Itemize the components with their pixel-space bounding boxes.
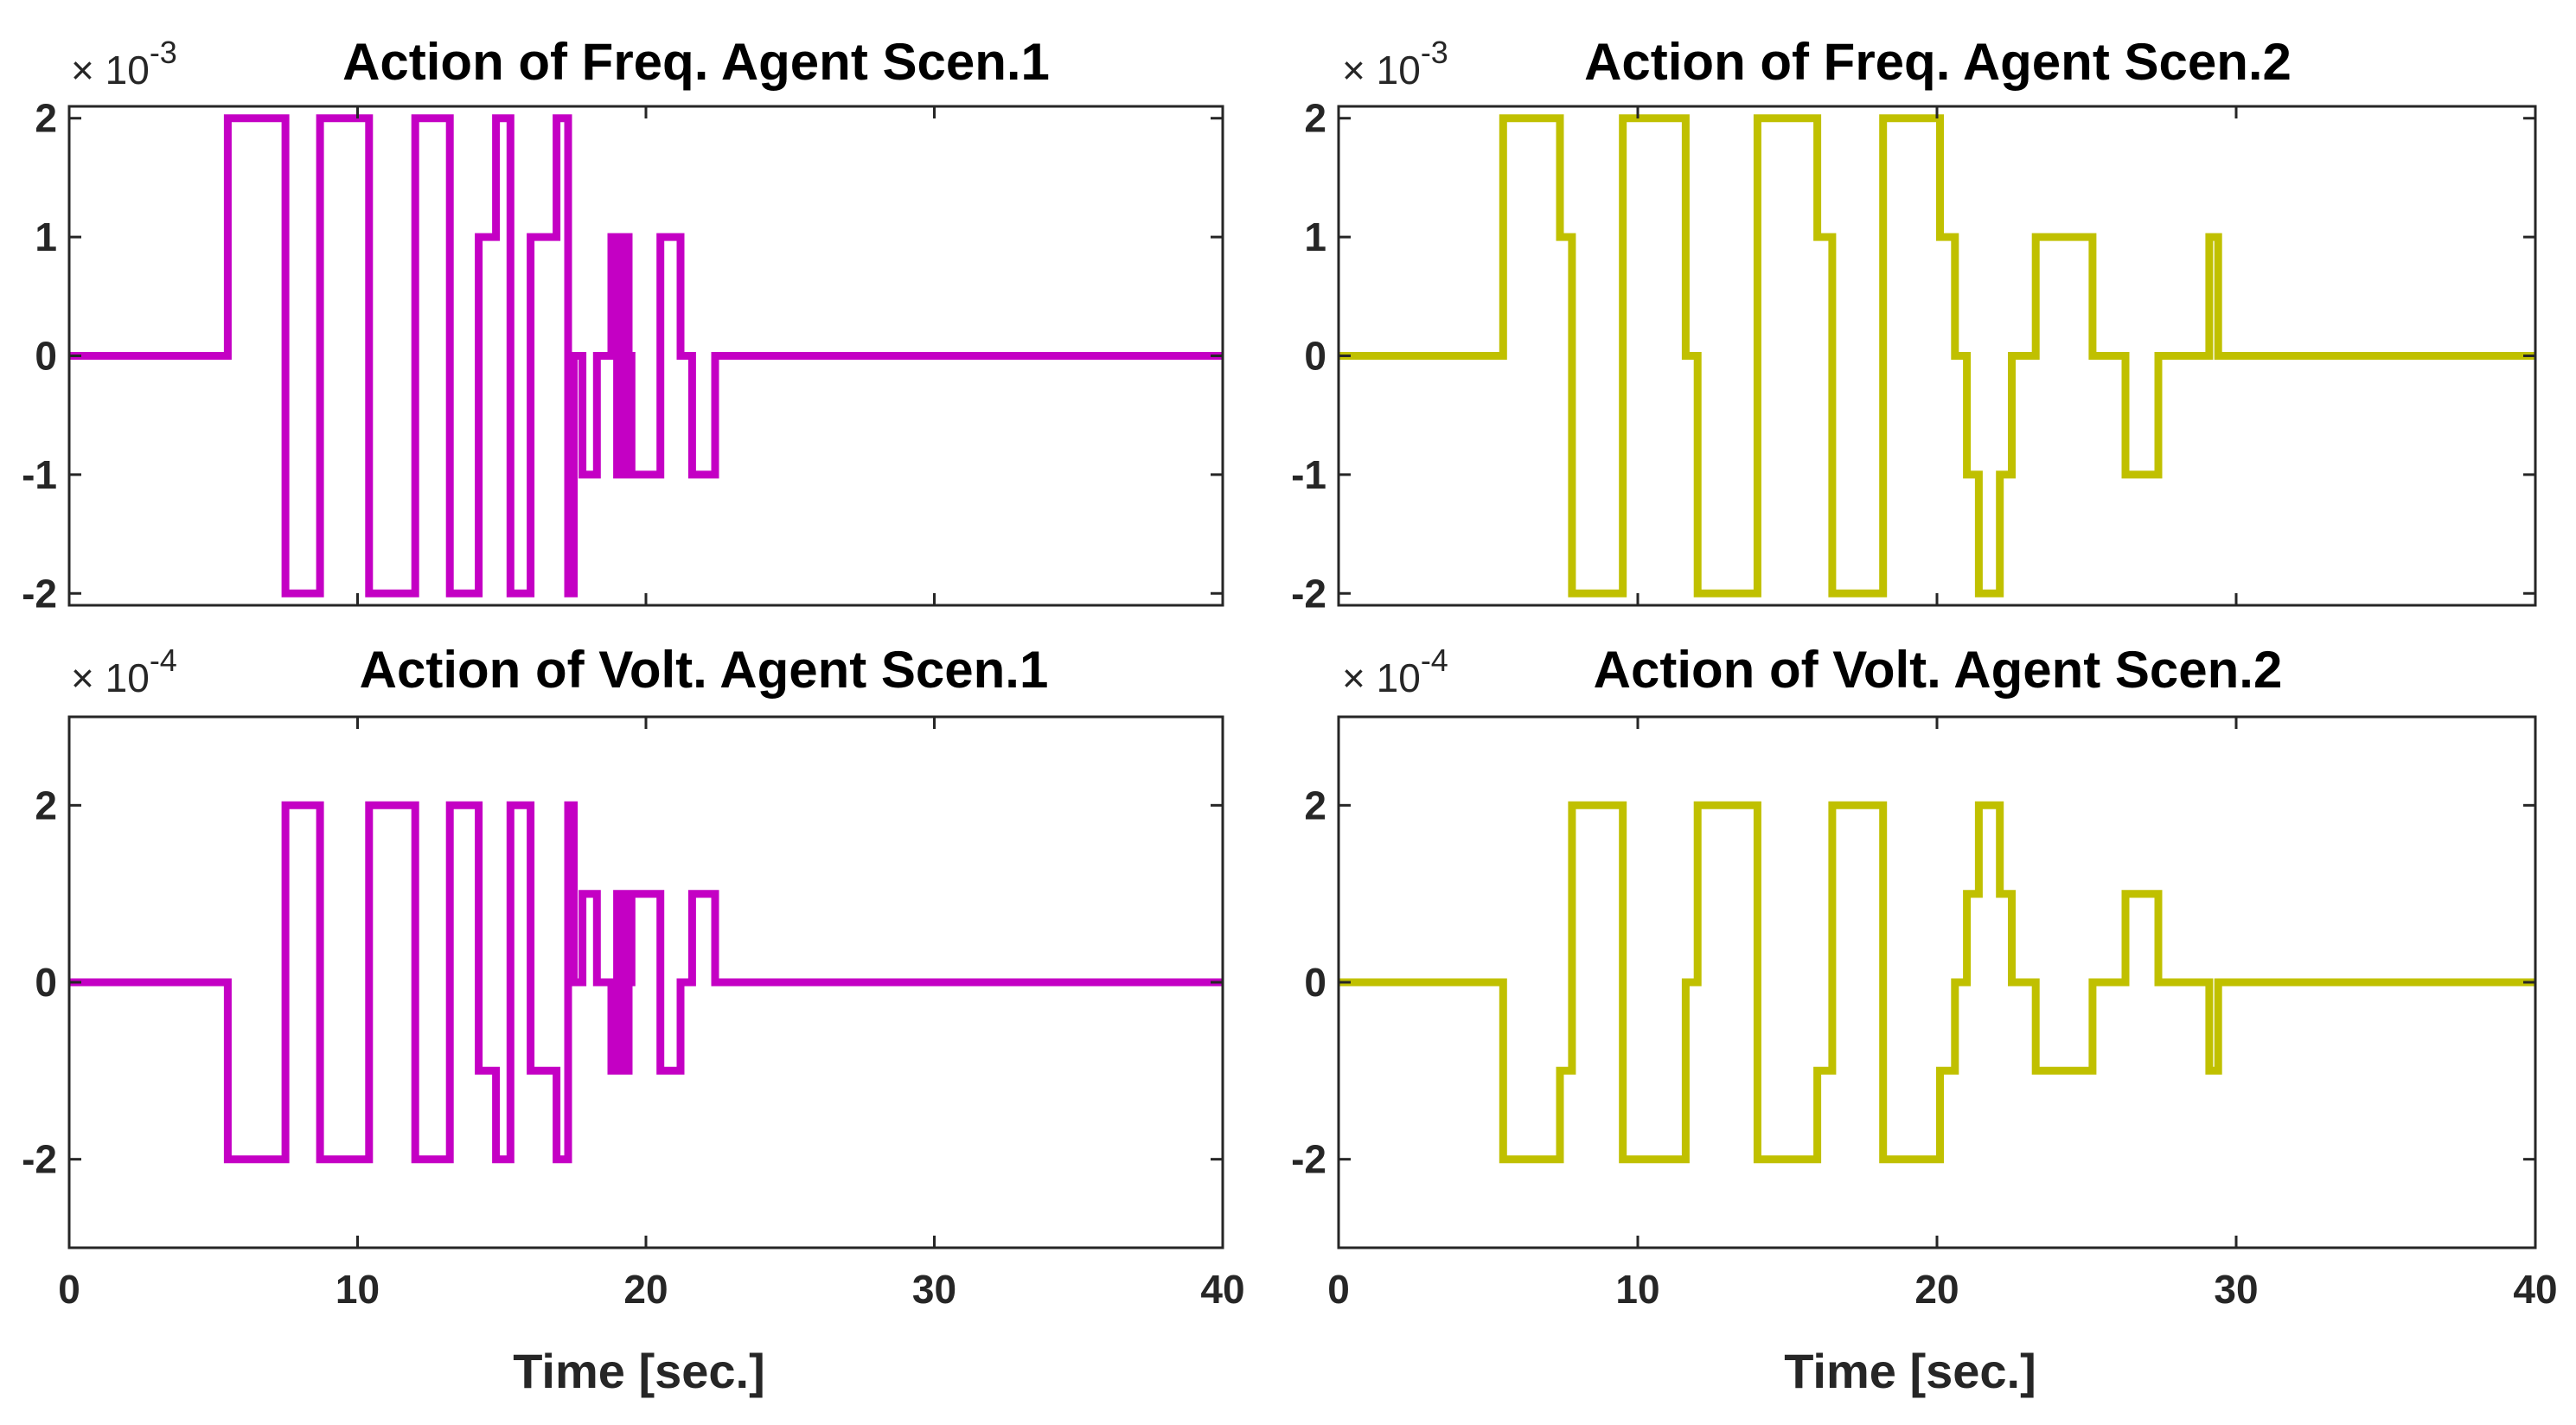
series-line [1339, 114, 2535, 597]
x-tick-label: 10 [336, 1267, 380, 1312]
x-tick-label: 0 [1327, 1267, 1350, 1312]
y-exponent-power: -4 [150, 642, 177, 678]
x-tick-label: 30 [2214, 1267, 2258, 1312]
y-exponent-power: -3 [150, 35, 177, 70]
y-tick-label: 2 [1304, 96, 1326, 141]
x-axis-label: Time [sec.] [1784, 1344, 2036, 1398]
y-tick-label: 1 [35, 214, 57, 259]
x-tick-label: 20 [623, 1267, 668, 1312]
y-tick-label: -2 [1291, 571, 1326, 616]
panel-volt-scen2: Action of Volt. Agent Scen.2 × 10-4 Time… [1291, 641, 2557, 1398]
y-tick-label: 0 [1304, 960, 1326, 1005]
y-tick-label: 0 [35, 960, 57, 1005]
panel-title: Action of Freq. Agent Scen.2 [1584, 33, 2292, 91]
y-tick-label: 0 [35, 334, 57, 379]
y-tick-label: 2 [1304, 783, 1326, 828]
x-tick-label: 10 [1615, 1267, 1659, 1312]
panel-volt-scen1: Action of Volt. Agent Scen.1 × 10-4 Time… [22, 641, 1244, 1398]
y-tick-label: -2 [1291, 1137, 1326, 1182]
x-tick-label: 40 [2513, 1267, 2557, 1312]
x-axis-label: Time [sec.] [513, 1344, 765, 1398]
y-exponent-base: × 10 [71, 655, 150, 700]
y-exponent-base: × 10 [1342, 48, 1421, 93]
panel-title: Action of Volt. Agent Scen.2 [1594, 641, 2283, 699]
y-tick-label: 2 [35, 783, 57, 828]
y-exponent-power: -3 [1421, 35, 1448, 70]
y-tick-label: -1 [1291, 452, 1326, 497]
panel-title: Action of Volt. Agent Scen.1 [360, 641, 1049, 699]
y-exponent-label: × 10-4 [1342, 642, 1448, 700]
x-tick-label: 20 [1914, 1267, 1959, 1312]
y-tick-label: -2 [22, 1137, 57, 1182]
y-exponent-base: × 10 [1342, 655, 1421, 700]
series-line [1339, 801, 2535, 1164]
y-tick-label: 1 [1304, 214, 1326, 259]
y-tick-label: -2 [22, 571, 57, 616]
panel-freq-scen2: Action of Freq. Agent Scen.2 × 10-3 2 1 0 -… [1291, 33, 2537, 616]
panel-freq-scen1: Action of Freq. Agent Scen.1 × 10-3 2 1 0 -… [22, 33, 1224, 616]
series-line [69, 114, 1223, 597]
y-tick-label: 2 [35, 96, 57, 141]
y-exponent-label: × 10-3 [1342, 35, 1448, 93]
y-exponent-base: × 10 [71, 48, 150, 93]
series-line [69, 801, 1223, 1164]
y-tick-label: 0 [1304, 334, 1326, 379]
x-tick-label: 30 [912, 1267, 956, 1312]
y-exponent-power: -4 [1421, 642, 1448, 678]
y-exponent-label: × 10-3 [71, 35, 177, 93]
x-tick-label: 0 [58, 1267, 80, 1312]
x-tick-label: 40 [1200, 1267, 1244, 1312]
y-exponent-label: × 10-4 [71, 642, 177, 700]
y-tick-label: -1 [22, 452, 57, 497]
panel-title: Action of Freq. Agent Scen.1 [342, 33, 1050, 91]
